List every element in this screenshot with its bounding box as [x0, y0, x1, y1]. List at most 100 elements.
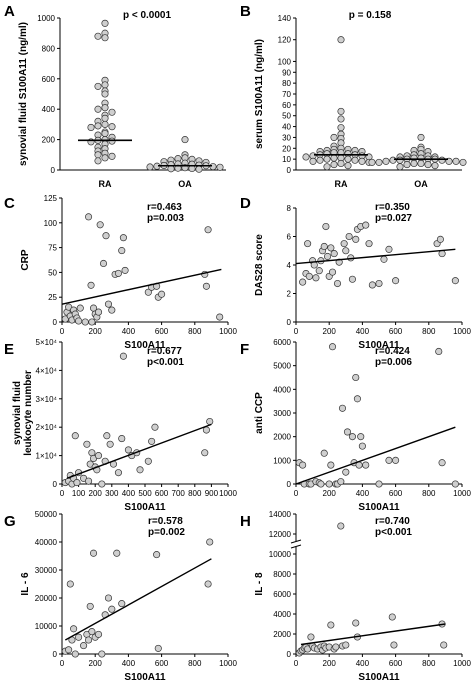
- panel-letter-h: H: [240, 513, 251, 530]
- data-point-d: [352, 235, 360, 243]
- data-point-b: [410, 159, 418, 168]
- y-tick-label-c: 25: [48, 293, 57, 302]
- data-point-f: [328, 343, 337, 351]
- data-point-e: [119, 352, 127, 360]
- data-point-e: [118, 435, 126, 443]
- data-point-a: [94, 151, 102, 159]
- data-point-c: [118, 247, 126, 255]
- y-axis-label-b: serum S100A11 (ng/ml): [254, 39, 265, 149]
- data-point-f: [435, 347, 443, 356]
- y-tick-label-c: 50: [48, 268, 57, 277]
- data-point-e: [136, 466, 144, 474]
- data-point-c: [81, 318, 89, 326]
- data-point-b: [344, 162, 352, 170]
- x-tick-label-e: 500: [138, 489, 152, 498]
- x-tick-label-f: 400: [356, 489, 370, 498]
- data-point-e: [94, 452, 103, 460]
- x-tick-label-e: 800: [188, 489, 202, 498]
- data-point-c: [76, 304, 84, 312]
- data-point-d: [380, 255, 388, 263]
- data-point-d: [368, 281, 376, 289]
- data-point-g: [70, 625, 78, 633]
- axis-break-mark-h: [290, 539, 302, 544]
- regression-line-e: [66, 423, 212, 479]
- data-point-a: [94, 32, 102, 40]
- data-point-a: [195, 165, 203, 173]
- data-point-b: [375, 158, 383, 166]
- data-point-d: [451, 277, 459, 285]
- data-point-f: [362, 461, 370, 469]
- x-tick-label-e: 200: [89, 489, 103, 498]
- data-point-b: [316, 156, 324, 164]
- stat-r-e: r=0.677: [147, 346, 182, 357]
- data-point-d: [322, 222, 330, 231]
- data-point-f: [317, 480, 325, 488]
- x-tick-label-f: 0: [294, 489, 299, 498]
- x-axis-label-f: S100A11: [358, 502, 400, 513]
- data-point-b: [396, 156, 404, 164]
- x-tick-label-h: 400: [356, 659, 370, 668]
- data-point-f: [342, 468, 350, 476]
- x-tick-label-c: 200: [89, 327, 103, 336]
- data-point-f: [353, 395, 361, 403]
- data-point-c: [102, 232, 110, 240]
- data-point-e: [103, 432, 111, 440]
- x-tick-label-g: 600: [155, 659, 169, 668]
- data-point-h: [440, 641, 448, 649]
- data-point-g: [85, 636, 93, 644]
- data-point-c: [94, 308, 103, 316]
- stat-p-c: p=0.003: [147, 213, 184, 224]
- x-tick-label-d: 1000: [453, 327, 471, 336]
- y-tick-label-h: 8000: [273, 570, 291, 579]
- data-point-c: [114, 269, 122, 277]
- data-point-g: [153, 551, 161, 559]
- category-label-b: RA: [335, 179, 348, 189]
- x-axis-label-c: S100A11: [124, 340, 166, 351]
- data-point-g: [89, 549, 98, 557]
- regression-line-d: [295, 248, 456, 265]
- x-tick-label-d: 400: [356, 327, 370, 336]
- stat-p-h: p<0.001: [375, 527, 412, 538]
- data-point-a: [101, 120, 109, 128]
- data-point-g: [65, 646, 73, 654]
- x-tick-label-e: 100: [72, 489, 86, 498]
- x-tick-label-f: 600: [389, 489, 403, 498]
- y-tick-label-g: 30000: [35, 566, 58, 575]
- data-point-f: [357, 433, 365, 441]
- data-point-h: [352, 619, 360, 627]
- data-point-a: [146, 163, 154, 171]
- data-point-c: [204, 226, 212, 234]
- data-point-a: [94, 157, 102, 165]
- stat-p-e: p<0.001: [147, 357, 184, 368]
- x-axis-label-g: S100A11: [124, 672, 166, 682]
- regression-line-c: [61, 268, 222, 305]
- y-tick-label-e: 5×10⁴: [36, 338, 58, 347]
- data-point-b: [302, 153, 310, 161]
- y-tick-label-b: 20: [282, 144, 291, 153]
- y-tick-label-h: 10000: [269, 550, 292, 559]
- y-axis-label-e: synovial fluid: [12, 381, 23, 445]
- x-tick-label-e: 900: [205, 489, 219, 498]
- data-point-g: [88, 628, 96, 636]
- panel-letter-e: E: [4, 341, 14, 358]
- regression-line-g: [64, 558, 212, 641]
- x-tick-label-h: 1000: [453, 659, 471, 668]
- category-label-a: OA: [178, 179, 192, 189]
- x-tick-label-c: 400: [122, 327, 136, 336]
- y-tick-label-c: 75: [48, 244, 57, 253]
- data-point-b: [368, 158, 376, 166]
- data-point-a: [181, 136, 189, 144]
- y-tick-label-b: 60: [282, 101, 291, 110]
- panel-letter-c: C: [4, 195, 15, 212]
- data-point-b: [337, 115, 345, 123]
- data-point-f: [348, 433, 356, 441]
- data-point-e: [73, 479, 81, 487]
- y-tick-label-b: 80: [282, 79, 291, 88]
- data-point-d: [333, 279, 342, 288]
- x-tick-label-e: 600: [155, 489, 169, 498]
- data-point-d: [327, 244, 335, 252]
- data-point-a: [108, 123, 116, 131]
- data-point-b: [337, 124, 345, 132]
- data-point-b: [382, 157, 390, 165]
- data-point-b: [309, 157, 317, 165]
